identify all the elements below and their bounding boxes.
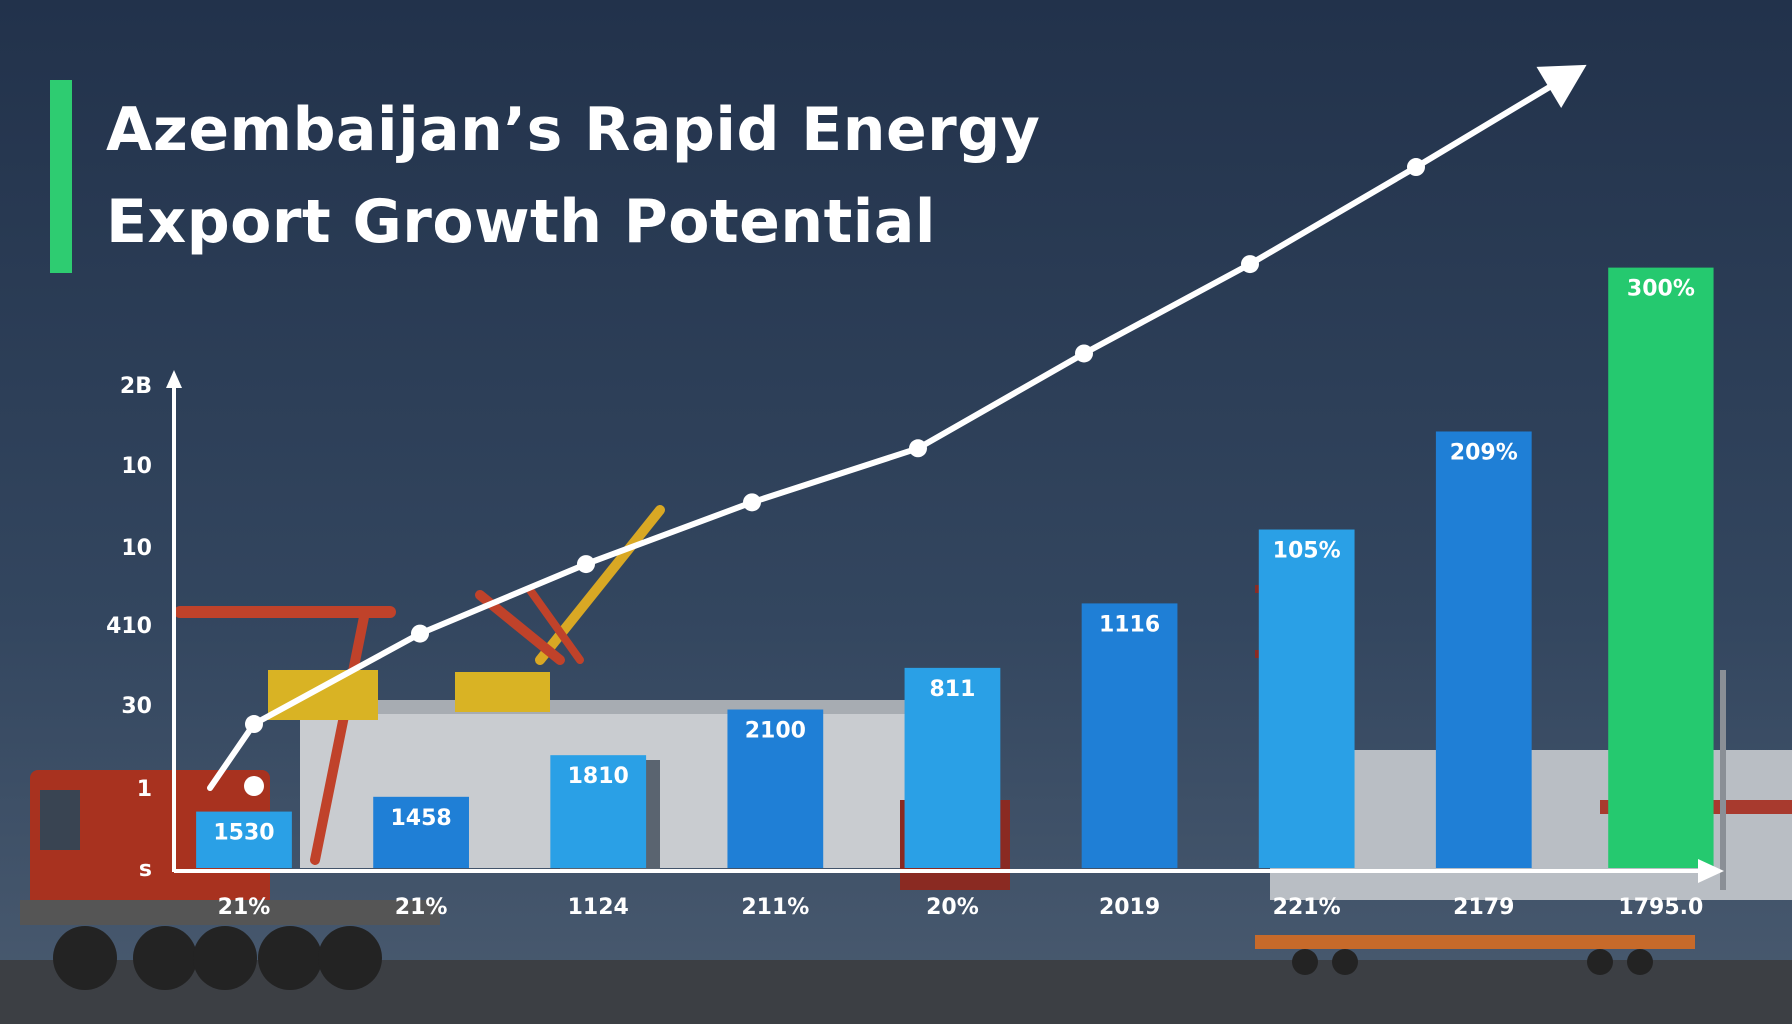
axes-group xyxy=(166,370,1724,883)
y-axis-arrow-icon xyxy=(166,370,182,388)
trend-point xyxy=(1075,344,1093,363)
chart-title-line-2: Export Growth Potential xyxy=(106,187,936,257)
x-tick-label: 211% xyxy=(741,895,809,920)
bar-value-label: 105% xyxy=(1273,539,1341,564)
x-tick-label: 21% xyxy=(218,895,271,920)
bar-labels-group: 1530 1458 1810 2100 811 1116 105% 209% 300% xyxy=(213,277,1694,846)
trend-arrow-icon xyxy=(1536,64,1587,109)
crane-left xyxy=(174,606,396,865)
y-tick-labels-group: s 1 30 410 10 10 2B xyxy=(106,374,152,882)
title-accent-bar xyxy=(50,80,72,273)
x-tick-label: 2019 xyxy=(1099,895,1160,920)
x-axis-arrow-icon xyxy=(1698,859,1724,883)
x-tick-labels-group: 21% 21% 1124 211% 20% 2019 221% 2179 1795.0 xyxy=(218,895,1704,920)
bar-value-label: 300% xyxy=(1627,277,1695,302)
bar xyxy=(1258,529,1355,868)
trend-line-group xyxy=(207,64,1587,796)
bar xyxy=(550,755,647,868)
y-tick-label: s xyxy=(139,857,152,882)
y-tick-label: 1 xyxy=(137,777,152,802)
y-tick-label: 2B xyxy=(120,374,152,399)
bar-value-label: 1116 xyxy=(1099,612,1160,637)
trend-point xyxy=(909,439,927,458)
trend-point xyxy=(244,776,264,796)
bar xyxy=(196,811,292,868)
x-tick-label: 20% xyxy=(926,895,979,920)
bar xyxy=(1435,431,1532,868)
x-tick-label: 21% xyxy=(395,895,448,920)
bars-group xyxy=(196,267,1714,869)
x-tick-label: 221% xyxy=(1273,895,1341,920)
bar-value-label: 2100 xyxy=(745,719,806,744)
trailer-right xyxy=(1255,935,1695,975)
trend-point xyxy=(1241,255,1259,274)
bar-value-label: 209% xyxy=(1450,440,1518,465)
bar-value-label: 1530 xyxy=(213,821,274,846)
chart-title-line-1: Azembaijan’s Rapid Energy xyxy=(106,95,1041,165)
trend-line xyxy=(207,67,1581,791)
bar xyxy=(904,667,1001,868)
bar xyxy=(727,709,824,868)
bar-value-label: 1458 xyxy=(390,806,451,831)
trend-point xyxy=(411,624,429,643)
bar-value-label: 811 xyxy=(929,677,975,702)
truck xyxy=(20,770,440,990)
trend-point xyxy=(577,555,595,574)
trend-point xyxy=(1407,158,1425,177)
bar xyxy=(1608,267,1714,869)
x-tick-label: 1124 xyxy=(568,895,629,920)
lamp-post xyxy=(1720,670,1726,890)
x-tick-label: 1795.0 xyxy=(1618,895,1703,920)
chart-title: Azembaijan’s Rapid Energy Export Growth … xyxy=(106,84,1306,268)
trend-point xyxy=(245,715,263,734)
x-tick-label: 2179 xyxy=(1453,895,1514,920)
y-tick-label: 410 xyxy=(106,614,152,639)
trend-point xyxy=(743,493,761,512)
bar xyxy=(1081,603,1178,868)
bar xyxy=(373,796,469,868)
y-tick-label: 30 xyxy=(121,694,152,719)
y-tick-label: 10 xyxy=(121,454,152,479)
y-tick-label: 10 xyxy=(121,536,152,561)
bar-value-label: 1810 xyxy=(568,764,629,789)
